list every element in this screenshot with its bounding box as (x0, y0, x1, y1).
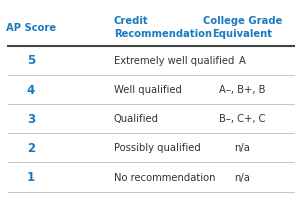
Text: n/a: n/a (234, 173, 250, 183)
Text: Qualified: Qualified (114, 114, 159, 124)
Text: Credit
Recommendation: Credit Recommendation (114, 16, 212, 39)
Text: n/a: n/a (234, 143, 250, 153)
Text: 1: 1 (27, 171, 35, 184)
Text: 4: 4 (27, 83, 35, 96)
Text: AP Score: AP Score (6, 23, 56, 33)
Text: Well qualified: Well qualified (114, 85, 182, 95)
Text: 2: 2 (27, 142, 35, 155)
Text: B–, C+, C: B–, C+, C (219, 114, 266, 124)
Text: Extremely well qualified: Extremely well qualified (114, 56, 234, 66)
Text: College Grade
Equivalent: College Grade Equivalent (203, 16, 282, 39)
Text: A: A (239, 56, 246, 66)
Text: Possibly qualified: Possibly qualified (114, 143, 201, 153)
Text: 3: 3 (27, 113, 35, 126)
Text: 5: 5 (27, 54, 35, 67)
Text: A–, B+, B: A–, B+, B (219, 85, 266, 95)
Text: No recommendation: No recommendation (114, 173, 215, 183)
